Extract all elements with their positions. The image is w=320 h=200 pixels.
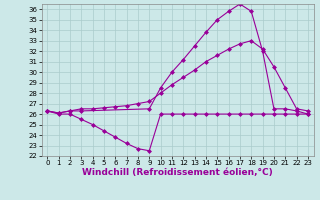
- X-axis label: Windchill (Refroidissement éolien,°C): Windchill (Refroidissement éolien,°C): [82, 168, 273, 177]
